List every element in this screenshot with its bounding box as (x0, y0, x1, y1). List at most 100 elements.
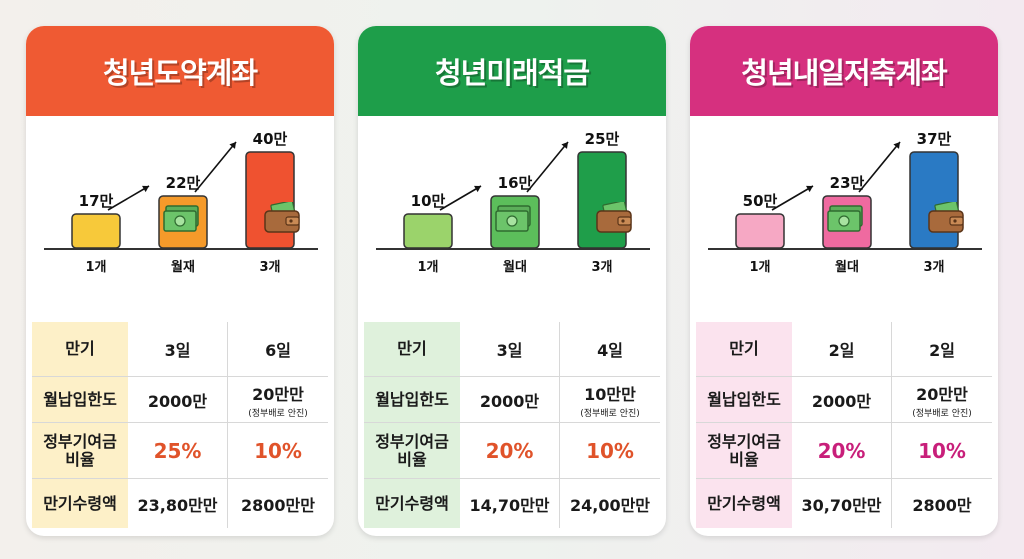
bar-value-label: 10만 (410, 192, 446, 210)
row-value-1: 14,70만만 (460, 479, 560, 528)
table-row: 정부기여금 비율 20% 10% (364, 422, 660, 478)
money-bill-icon (826, 202, 866, 234)
bar-value-label: 25만 (584, 130, 620, 148)
card-youth-future-savings: 청년미래적금 10만 16만 25만 1개 월대 3개 만기 3일 4일 월납입한도 2000만 1… (358, 26, 666, 536)
growth-arrow-line (439, 185, 482, 211)
table-row: 만기 3일 4일 (364, 322, 660, 376)
bar-value-label: 40만 (252, 130, 288, 148)
row-value-1: 20% (460, 423, 560, 478)
table-row: 만기 3일 6일 (32, 322, 328, 376)
row-value-1: 3일 (460, 322, 560, 376)
row-value-note: (정부배로 안진) (912, 408, 972, 419)
row-label: 월납입한도 (696, 377, 792, 422)
growth-arrow-line (526, 141, 569, 193)
category-label: 1개 (749, 260, 771, 275)
wallet-icon (262, 200, 302, 234)
arrow-head-icon (229, 142, 236, 149)
card-header: 청년도약계좌 (26, 26, 334, 116)
bar-1 (735, 213, 785, 249)
category-label: 3개 (259, 260, 281, 275)
table-row: 정부기여금 비율 25% 10% (32, 422, 328, 478)
category-label: 1개 (417, 260, 439, 275)
card-title: 청년미래적금 (434, 56, 590, 90)
row-value-1: 3일 (128, 322, 228, 376)
row-label: 만기 (696, 322, 792, 376)
table-row: 정부기여금 비율 20% 10% (696, 422, 992, 478)
row-value-1: 20% (792, 423, 892, 478)
money-bill-icon (494, 202, 534, 234)
row-label: 정부기여금 비율 (696, 423, 792, 478)
row-value-2: 10% (918, 438, 966, 463)
card-title: 청년도약계좌 (102, 56, 258, 90)
table-row: 만기수령액 14,70만만 24,00만만 (364, 478, 660, 528)
bar-value-label: 23만 (829, 174, 865, 192)
row-label: 만기수령액 (32, 479, 128, 528)
arrow-head-icon (561, 142, 568, 149)
card-header: 청년내일저축계좌 (690, 26, 998, 116)
row-value-1: 2000만 (128, 377, 228, 422)
category-label: 1개 (85, 260, 107, 275)
arrow-head-icon (474, 185, 481, 193)
row-label: 만기 (32, 322, 128, 376)
bar-chart: 17만 22만 40만 1개 월재 3개 (26, 116, 334, 276)
card-header: 청년미래적금 (358, 26, 666, 116)
row-value-2: 2800만 (912, 495, 972, 515)
row-value-1: 2일 (792, 322, 892, 376)
bar-value-label: 37만 (916, 130, 952, 148)
category-label: 월재 (171, 260, 195, 275)
table-row: 월납입한도 2000만 20만만 (정부배로 안진) (32, 376, 328, 422)
row-label: 월납입한도 (32, 377, 128, 422)
row-value-2: 20만만 (정부배로 안진) (248, 384, 308, 419)
arrow-head-icon (893, 142, 900, 149)
row-value-2: 20만만 (정부배로 안진) (912, 384, 972, 419)
bar-1 (71, 213, 121, 249)
category-label: 3개 (923, 260, 945, 275)
row-value-2: 10% (254, 438, 302, 463)
bar-1 (403, 213, 453, 249)
row-label: 월납입한도 (364, 377, 460, 422)
row-value-2: 24,00만만 (569, 495, 651, 515)
arrow-head-icon (806, 185, 813, 193)
row-label: 만기 (364, 322, 460, 376)
growth-arrow-line (771, 185, 814, 211)
card-youth-tomorrow-savings: 청년내일저축계좌 50만 23만 37만 1개 월대 3개 만기 2일 2일 월납입한도 2000… (690, 26, 998, 536)
growth-arrow-line (858, 141, 901, 193)
bar-value-label: 16만 (497, 174, 533, 192)
row-value-note: (정부배로 안진) (248, 408, 308, 419)
row-value-1: 23,80만만 (128, 479, 228, 528)
wallet-icon (594, 200, 634, 234)
table-row: 만기수령액 23,80만만 2800만만 (32, 478, 328, 528)
row-value-2: 4일 (597, 341, 623, 360)
row-value-2: 10만만 (정부배로 안진) (580, 384, 640, 419)
row-label: 정부기여금 비율 (364, 423, 460, 478)
growth-arrow-line (107, 185, 150, 211)
row-label: 정부기여금 비율 (32, 423, 128, 478)
row-label: 만기수령액 (364, 479, 460, 528)
category-label: 3개 (591, 260, 613, 275)
card-title: 청년내일저축계좌 (741, 56, 947, 90)
row-value-2: 2800만만 (241, 495, 315, 515)
table-row: 월납입한도 2000만 20만만 (정부배로 안진) (696, 376, 992, 422)
wallet-icon (926, 200, 966, 234)
row-label: 만기수령액 (696, 479, 792, 528)
money-bill-icon (162, 202, 202, 234)
row-value-2: 10% (586, 438, 634, 463)
row-value-2: 2일 (929, 341, 955, 360)
row-value-1: 2000만 (460, 377, 560, 422)
comparison-table: 만기 2일 2일 월납입한도 2000만 20만만 (정부배로 안진) 정부기여금 비율 20% 1… (696, 322, 992, 528)
comparison-table: 만기 3일 4일 월납입한도 2000만 10만만 (정부배로 안진) 정부기여금 비율 20% 1… (364, 322, 660, 528)
table-row: 월납입한도 2000만 10만만 (정부배로 안진) (364, 376, 660, 422)
category-label: 월대 (835, 260, 859, 275)
row-value-note: (정부배로 안진) (580, 408, 640, 419)
row-value-1: 2000만 (792, 377, 892, 422)
bar-value-label: 22만 (165, 174, 201, 192)
growth-arrow-line (194, 141, 237, 193)
bar-chart: 50만 23만 37만 1개 월대 3개 (690, 116, 998, 276)
bar-chart: 10만 16만 25만 1개 월대 3개 (358, 116, 666, 276)
arrow-head-icon (142, 185, 149, 193)
row-value-2: 6일 (265, 341, 291, 360)
table-row: 만기 2일 2일 (696, 322, 992, 376)
bar-value-label: 17만 (78, 192, 114, 210)
